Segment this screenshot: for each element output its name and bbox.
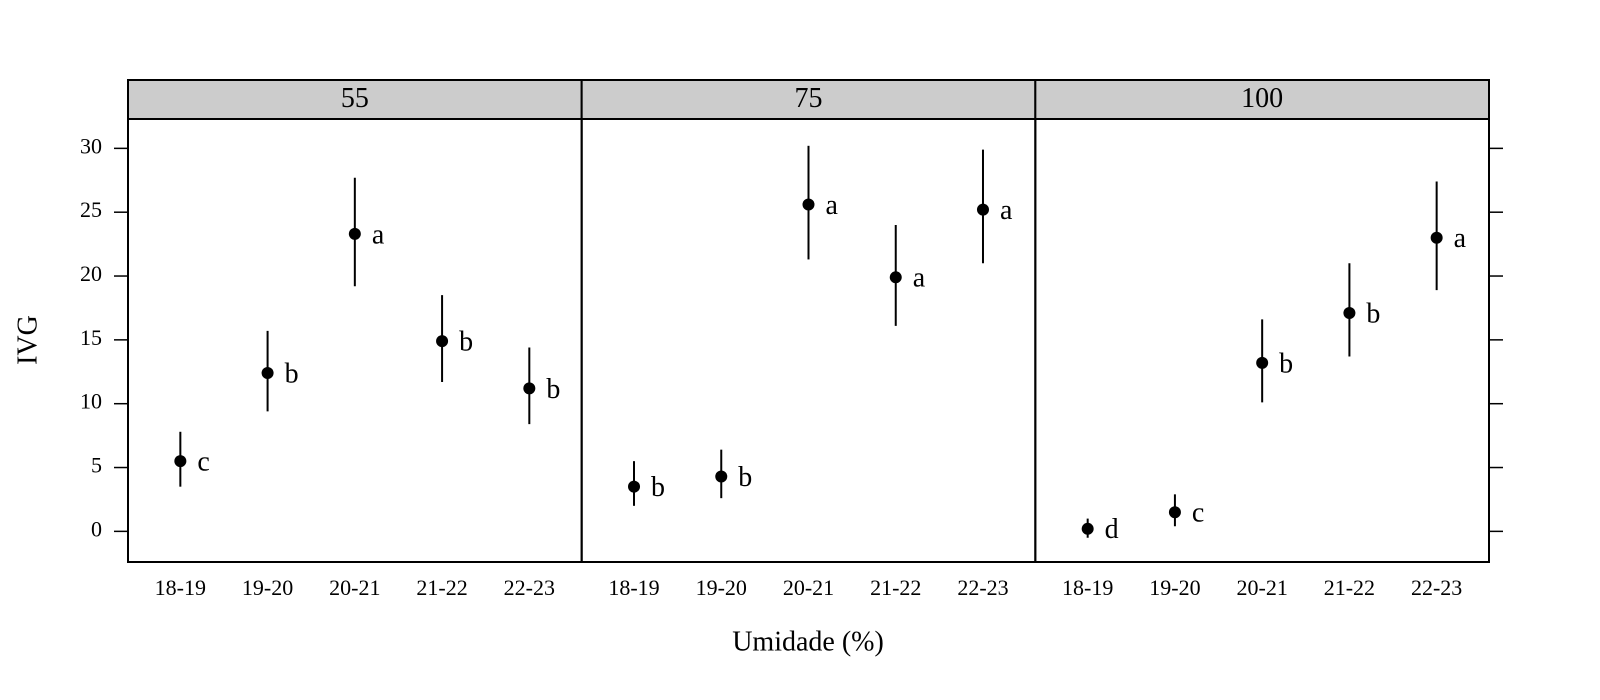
group-letter: c bbox=[1192, 498, 1204, 529]
group-letter: b bbox=[651, 472, 665, 503]
x-tick-label: 18-19 bbox=[1062, 575, 1113, 600]
x-tick-label: 22-23 bbox=[504, 575, 555, 600]
point bbox=[436, 335, 449, 348]
group-letter: a bbox=[826, 190, 839, 221]
point bbox=[715, 470, 728, 483]
x-tick-label: 20-21 bbox=[1237, 575, 1288, 600]
y-tick-label: 20 bbox=[80, 261, 102, 286]
group-letter: a bbox=[1454, 223, 1467, 254]
group-letter: b bbox=[1279, 348, 1293, 379]
point bbox=[1168, 506, 1181, 519]
panel-title: 75 bbox=[795, 83, 823, 114]
x-tick-label: 20-21 bbox=[329, 575, 380, 600]
panel-title: 100 bbox=[1241, 83, 1283, 114]
x-tick-label: 21-22 bbox=[416, 575, 467, 600]
group-letter: b bbox=[1366, 298, 1380, 329]
group-letter: a bbox=[1000, 195, 1013, 226]
y-tick-label: 10 bbox=[80, 389, 102, 414]
x-tick-label: 19-20 bbox=[696, 575, 747, 600]
point bbox=[1343, 307, 1356, 320]
group-letter: b bbox=[738, 462, 752, 493]
panel-frame bbox=[1034, 118, 1491, 563]
point bbox=[1081, 522, 1094, 535]
point bbox=[523, 382, 536, 395]
x-tick-label: 18-19 bbox=[155, 575, 206, 600]
y-tick-label: 0 bbox=[91, 516, 102, 541]
point bbox=[174, 455, 187, 468]
y-tick-label: 30 bbox=[80, 133, 102, 158]
group-letter: b bbox=[285, 358, 299, 389]
strip bbox=[1034, 79, 1491, 120]
x-tick-label: 21-22 bbox=[870, 575, 921, 600]
y-tick-label: 15 bbox=[80, 325, 102, 350]
x-tick-label: 20-21 bbox=[783, 575, 834, 600]
x-tick-label: 19-20 bbox=[1149, 575, 1200, 600]
group-letter: b bbox=[546, 374, 560, 405]
group-letter: b bbox=[459, 327, 473, 358]
point bbox=[802, 198, 815, 211]
x-tick-label: 22-23 bbox=[957, 575, 1008, 600]
point bbox=[976, 203, 989, 216]
point bbox=[628, 480, 641, 493]
x-axis-title: Umidade (%) bbox=[732, 626, 884, 657]
point bbox=[348, 227, 361, 240]
x-tick-label: 18-19 bbox=[608, 575, 659, 600]
y-axis-title: IVG bbox=[12, 315, 43, 365]
group-letter: a bbox=[372, 219, 385, 250]
panel-title: 55 bbox=[341, 83, 369, 114]
x-tick-label: 22-23 bbox=[1411, 575, 1462, 600]
x-tick-label: 21-22 bbox=[1324, 575, 1375, 600]
group-letter: d bbox=[1105, 514, 1119, 545]
point bbox=[889, 271, 902, 284]
point bbox=[261, 367, 274, 380]
y-tick-label: 5 bbox=[91, 453, 102, 478]
x-tick-label: 19-20 bbox=[242, 575, 293, 600]
group-letter: a bbox=[913, 263, 926, 294]
point bbox=[1430, 231, 1443, 244]
group-letter: c bbox=[197, 447, 209, 478]
point bbox=[1256, 356, 1269, 369]
y-tick-label: 25 bbox=[80, 197, 102, 222]
